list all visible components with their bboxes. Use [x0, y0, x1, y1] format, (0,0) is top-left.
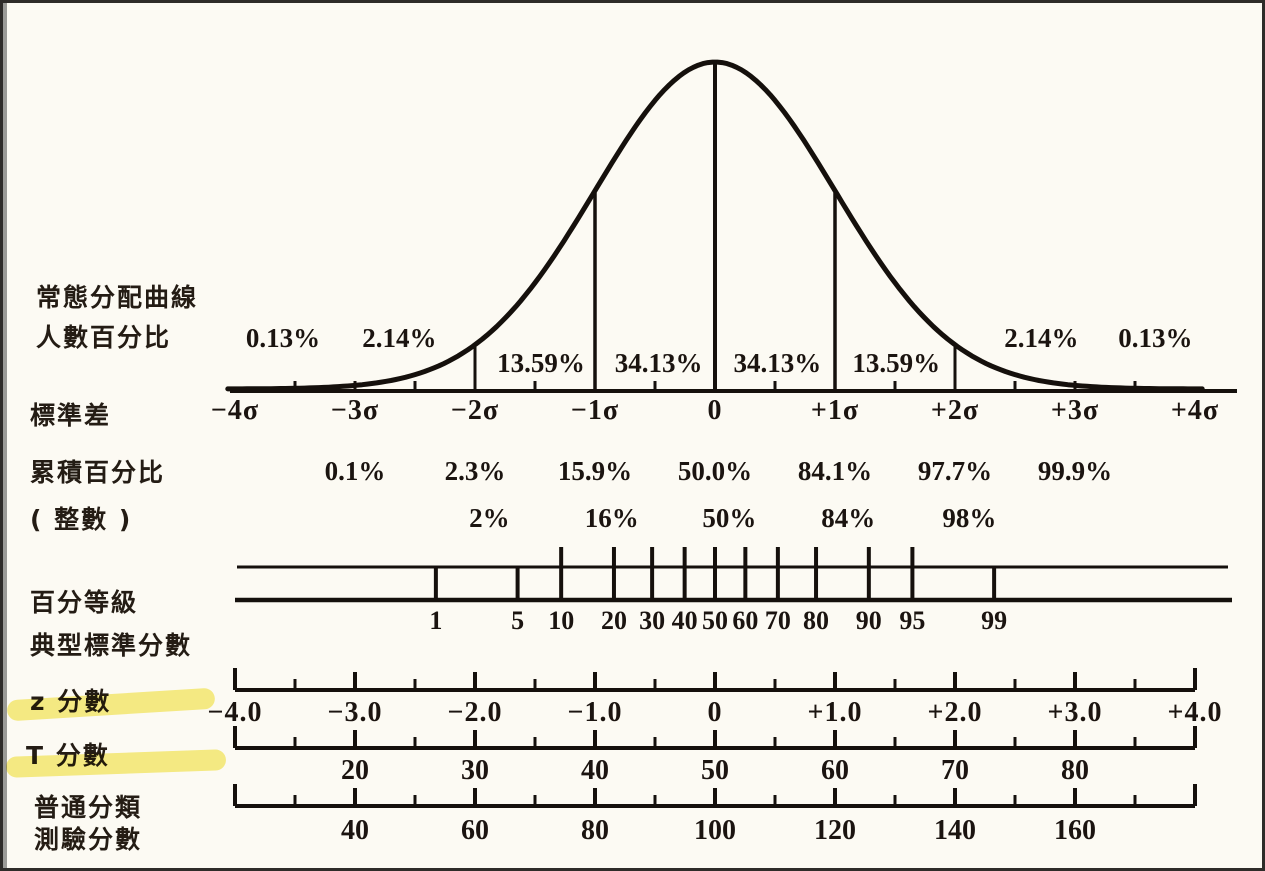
cumulative-percent-label: 97.7% — [917, 456, 993, 486]
label-normal-curve-line2: 人數百分比 — [36, 323, 172, 352]
sigma-tick-label: −1σ — [570, 395, 620, 426]
percentile-tick-label: 99 — [981, 606, 1008, 635]
test-tick-label: 100 — [694, 815, 736, 846]
cumulative-percent-labels: 0.1% 2.3% 15.9% 50.0% 84.1% 97.7% 99.9% — [0, 455, 1265, 487]
label-cumulative-integer: ( 整數 ) — [30, 505, 133, 534]
test-scale-tick-labels: 40 60 80 100 120 140 160 — [0, 815, 1265, 847]
segment-percentage-label: 34.13% — [733, 348, 822, 378]
percentile-tick-label: 60 — [732, 606, 759, 635]
sigma-tick-label: −3σ — [330, 395, 380, 426]
sigma-tick-label: +4σ — [1170, 395, 1220, 426]
segment-percentage-outer-labels: 0.13% 2.14% 2.14% 0.13% — [0, 322, 1265, 354]
z-tick-label: −2.0 — [447, 697, 503, 728]
label-cumulative-percentage: 累積百分比 — [30, 458, 166, 487]
percentile-tick-label: 10 — [548, 606, 575, 635]
segment-percentage-label: 0.13% — [245, 323, 321, 353]
percentile-tick-label: 80 — [803, 606, 829, 635]
segment-percentage-label: 2.14% — [1004, 323, 1079, 353]
t-tick-label: 70 — [941, 755, 969, 786]
cumulative-percent-label: 99.9% — [1037, 456, 1113, 486]
label-normal-curve-line1: 常態分配曲線 — [36, 283, 199, 312]
z-tick-label: 0 — [707, 697, 723, 728]
percentile-tick-label: 5 — [511, 606, 525, 635]
sigma-axis-tick-labels: −4σ −3σ −2σ −1σ 0 +1σ +2σ +3σ +4σ — [0, 395, 1265, 427]
cumulative-integer-label: 50% — [702, 503, 757, 533]
t-tick-label: 60 — [821, 755, 849, 786]
t-tick-label: 30 — [461, 755, 489, 786]
cumulative-percent-label: 15.9% — [557, 456, 633, 486]
cumulative-integer-label: 16% — [584, 503, 639, 533]
percentile-tick-label: 50 — [702, 606, 728, 635]
test-tick-label: 140 — [934, 815, 976, 846]
sigma-tick-label: 0 — [707, 395, 723, 426]
cumulative-percent-label: 2.3% — [444, 456, 506, 486]
label-test-score-line1: 普通分類 — [34, 793, 143, 822]
t-scale-tick-labels: 20 30 40 50 60 70 80 — [0, 755, 1265, 787]
cumulative-integer-label: 84% — [821, 503, 876, 533]
cumulative-integer-label: 98% — [942, 503, 997, 533]
segment-percentage-label: 2.14% — [362, 323, 437, 353]
cumulative-integer-labels: 2% 16% 50% 84% 98% — [0, 502, 1265, 534]
label-typical-standard-scores: 典型標準分數 — [30, 631, 193, 660]
segment-percentage-inner-labels: 13.59% 34.13% 34.13% 13.59% — [0, 347, 1265, 379]
z-tick-label: −4.0 — [207, 697, 263, 728]
sigma-tick-label: −2σ — [450, 395, 500, 426]
percentile-tick-labels: 1 5 10 20 30 40 50 60 70 80 90 95 99 — [0, 605, 1265, 637]
z-tick-label: +2.0 — [927, 697, 983, 728]
percentile-tick-label: 1 — [429, 606, 443, 635]
percentile-tick-label: 95 — [899, 606, 926, 635]
z-tick-label: +4.0 — [1167, 697, 1223, 728]
segment-percentage-label: 34.13% — [614, 348, 703, 378]
cumulative-percent-label: 50.0% — [677, 456, 753, 486]
cumulative-percent-label: 84.1% — [797, 456, 873, 486]
sigma-tick-label: +2σ — [930, 395, 980, 426]
label-percentile-rank: 百分等級 — [30, 588, 139, 617]
z-tick-label: +1.0 — [807, 697, 863, 728]
t-tick-label: 50 — [701, 755, 729, 786]
segment-percentage-label: 13.59% — [852, 348, 941, 378]
percentile-tick-label: 90 — [855, 606, 882, 635]
test-tick-label: 160 — [1054, 815, 1096, 846]
label-test-score-line2: 測驗分數 — [34, 825, 143, 854]
percentile-tick-label: 20 — [601, 606, 627, 635]
segment-percentage-label: 13.59% — [497, 348, 585, 378]
test-tick-label: 60 — [461, 815, 489, 846]
segment-percentage-label: 0.13% — [1118, 323, 1193, 353]
test-tick-label: 40 — [341, 815, 369, 846]
test-tick-label: 80 — [581, 815, 609, 846]
z-tick-label: −3.0 — [327, 697, 383, 728]
t-tick-label: 40 — [581, 755, 609, 786]
percentile-tick-label: 70 — [764, 606, 791, 635]
cumulative-integer-label: 2% — [469, 503, 510, 533]
test-tick-label: 120 — [814, 815, 856, 846]
label-standard-deviation: 標準差 — [30, 401, 112, 430]
sigma-tick-label: +3σ — [1050, 395, 1100, 426]
t-tick-label: 80 — [1061, 755, 1089, 786]
z-scale-tick-labels: −4.0 −3.0 −2.0 −1.0 0 +1.0 +2.0 +3.0 +4.0 — [0, 697, 1265, 729]
t-tick-label: 20 — [341, 755, 369, 786]
sigma-tick-label: −4σ — [210, 395, 260, 426]
percentile-tick-label: 40 — [671, 606, 698, 635]
percentile-tick-label: 30 — [639, 606, 666, 635]
z-tick-label: +3.0 — [1047, 697, 1103, 728]
sigma-tick-label: +1σ — [810, 395, 860, 426]
cumulative-percent-label: 0.1% — [324, 456, 386, 486]
z-tick-label: −1.0 — [567, 697, 623, 728]
